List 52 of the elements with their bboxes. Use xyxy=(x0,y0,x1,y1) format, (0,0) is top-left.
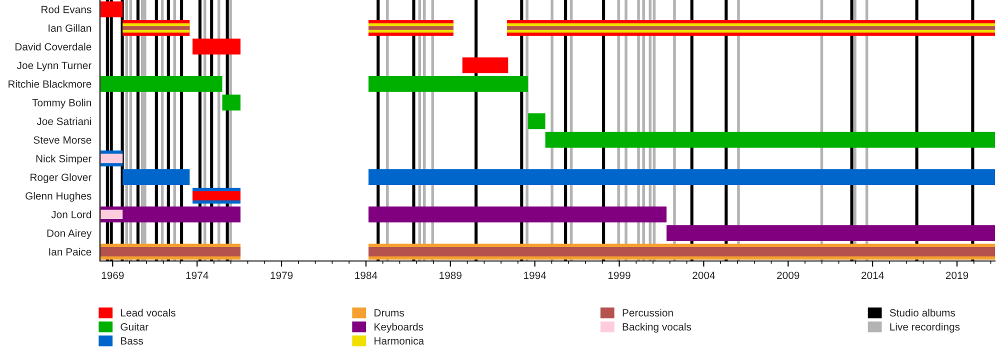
bar xyxy=(506,26,995,30)
x-tick-label: 1989 xyxy=(440,272,462,280)
x-tick-label: 1974 xyxy=(186,272,208,280)
x-tick-label: 2009 xyxy=(777,272,800,280)
x-tick-label: 2014 xyxy=(862,272,884,280)
legend-label: Bass xyxy=(121,337,143,345)
x-tick-label: 2004 xyxy=(692,272,715,280)
y-tick-label: Joe Satriani xyxy=(36,117,91,126)
bar xyxy=(100,210,123,220)
legend-label: Keyboards xyxy=(374,322,424,333)
bar xyxy=(192,191,240,200)
y-tick-label: Ian Paice xyxy=(49,248,92,256)
y-tick-label: David Coverdale xyxy=(16,42,92,50)
x-tick-label: 1979 xyxy=(270,272,293,280)
bar xyxy=(666,225,995,241)
bar xyxy=(100,76,222,92)
x-tick-label: 1999 xyxy=(608,272,630,280)
x-tick-label: 1994 xyxy=(524,272,546,280)
legend-label: Drums xyxy=(374,309,404,317)
bar xyxy=(528,113,546,130)
y-tick-label: Nick Simper xyxy=(36,154,92,164)
y-tick-label: Ian Gillan xyxy=(48,24,91,32)
x-tick-label: 1969 xyxy=(102,272,124,280)
bar xyxy=(192,38,240,55)
bar xyxy=(545,132,995,148)
legend-label: Guitar xyxy=(120,322,148,331)
bar xyxy=(462,57,508,74)
y-tick-label: Steve Morse xyxy=(34,136,92,144)
legend-label: Studio albums xyxy=(890,308,956,317)
bar xyxy=(100,1,123,18)
y-tick-label: Glenn Hughes xyxy=(26,192,92,202)
bar xyxy=(100,206,240,222)
y-tick-label: Ritchie Blackmore xyxy=(8,80,92,88)
legend-label: Harmonica xyxy=(374,336,424,345)
y-tick-label: Don Airey xyxy=(47,229,92,239)
y-tick-label: Roger Glover xyxy=(30,173,92,184)
legend-label: Percussion xyxy=(622,308,673,317)
bar xyxy=(368,169,995,186)
legend-label: Live recordings xyxy=(890,322,960,333)
bar xyxy=(222,94,240,110)
y-tick-label: Joe Lynn Turner xyxy=(16,62,92,72)
x-tick-label: 2019 xyxy=(946,272,968,280)
y-tick-label: Tommy Bolin xyxy=(32,98,91,108)
bar xyxy=(368,76,528,92)
bar xyxy=(122,169,190,186)
legend-label: Backing vocals xyxy=(622,322,692,333)
x-tick-label: 1984 xyxy=(355,272,378,280)
bar xyxy=(100,154,123,164)
bar xyxy=(368,206,667,222)
y-tick-label: Jon Lord xyxy=(51,210,91,218)
legend-label: Lead vocals xyxy=(121,308,176,317)
y-tick-label: Rod Evans xyxy=(42,6,92,14)
